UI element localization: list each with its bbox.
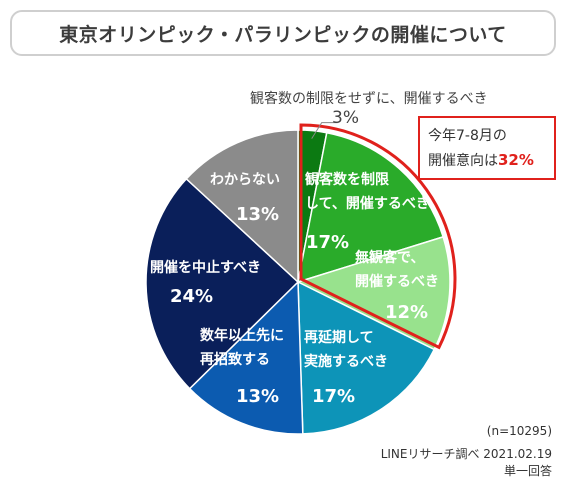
slice-pct-rebid: 13% [236, 386, 279, 407]
slice-label-unknown-line1: わからない [210, 172, 280, 188]
slice-label-rebid-line1: 数年以上先に [200, 327, 284, 344]
slice-label-rebid-line2: 再招致する [200, 351, 270, 368]
title-box: 東京オリンピック・パラリンピックの開催について [10, 10, 556, 56]
sample-size-note: (n=10295) [486, 424, 552, 438]
slice-pct-cancel: 24% [170, 286, 213, 307]
chart-title: 東京オリンピック・パラリンピックの開催について [59, 23, 507, 46]
callout-line2: 開催意向は32% [428, 148, 546, 173]
slice-pct-unknown: 13% [236, 204, 279, 225]
callout-line1: 今年7-8月の [428, 128, 507, 144]
slice-pct-no-limit: 3% [332, 108, 359, 128]
pie-slice-limited [297, 131, 445, 284]
slice-label-limited-line2: して、開催するべき [305, 195, 430, 212]
answer-type-note: 単一回答 [503, 464, 552, 478]
pie-slice-unknown [185, 129, 299, 284]
pie-slice-no-spectators [295, 235, 451, 351]
slice-pct-no-spectators: 12% [385, 302, 428, 323]
slice-pct-postpone: 17% [312, 386, 355, 407]
slice-label-limited-line1: 観客数を制限 [305, 171, 389, 188]
pie-slice-postpone [297, 280, 436, 435]
pie-slice-cancel [145, 177, 300, 390]
highlight-callout: 今年7-8月の 開催意向は32% [418, 116, 556, 180]
slice-label-no-spectators-line2: 開催するべき [355, 273, 439, 290]
callout-value: 32% [498, 151, 534, 169]
slice-label-no-spectators-line1: 無観客で、 [355, 249, 424, 266]
slice-pct-limited: 17% [306, 232, 349, 253]
highlight-outline [299, 123, 457, 350]
leader-line-no-limit [311, 122, 338, 139]
source-note: LINEリサーチ調べ 2021.02.19 [380, 447, 552, 461]
slice-label-postpone-line1: 再延期して [304, 329, 374, 346]
slice-label-cancel-line1: 開催を中止すべき [150, 259, 261, 276]
pie-slice-rebid [188, 280, 304, 435]
callout-line2-text: 開催意向は [428, 153, 498, 169]
slice-label-no-limit: 観客数の制限をせずに、開催するべき [250, 91, 488, 107]
slice-label-postpone-line2: 実施するべき [304, 353, 388, 370]
